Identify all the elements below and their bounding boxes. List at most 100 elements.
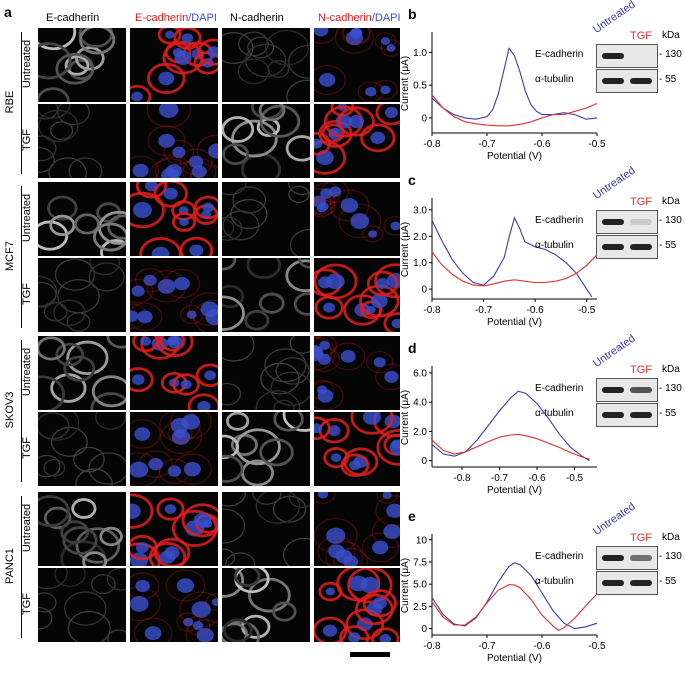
- band-untreated: [602, 412, 624, 418]
- blot-strip-tubulin: [596, 69, 658, 93]
- col-header-ncadherin: N-cadherin: [230, 12, 284, 24]
- y-tick-label: 10: [416, 535, 428, 546]
- micrograph-tile: [222, 182, 310, 256]
- series-line-tgf: [431, 251, 598, 287]
- y-tick-label: 0.5: [413, 81, 427, 92]
- y-axis-label: Current (μA): [400, 558, 411, 613]
- blot-strip-tubulin: [596, 571, 658, 595]
- y-tick-label: 1.0: [413, 258, 427, 269]
- micrograph-tile: [130, 492, 218, 566]
- micrograph-tile: [130, 104, 218, 178]
- lane-label-tgf: TGF: [630, 532, 652, 544]
- micrograph-tile: [222, 492, 310, 566]
- blot-label-tubulin: α-tubulin: [535, 240, 574, 251]
- condition-label: TGF: [21, 283, 33, 305]
- voltammogram-c: -0.8 -0.7 -0.6 -0.5 0 1.0 2.0 3.0 Potential (V) C…: [400, 198, 598, 328]
- micrograph-tile: [314, 336, 400, 410]
- condition-label: Untreated: [21, 503, 33, 553]
- micrograph-tile: [222, 336, 310, 410]
- x-tick-label: -0.8: [423, 641, 441, 652]
- blot-strip-ecadherin: [596, 378, 658, 402]
- condition-label: TGF: [21, 593, 33, 615]
- condition-label: Untreated: [21, 347, 33, 397]
- series-line-untreated: [431, 47, 598, 120]
- blot-strip-ecadherin: [596, 44, 658, 68]
- micrograph-tile: [130, 336, 218, 410]
- x-axis-label: Potential (V): [487, 485, 542, 496]
- series-line-tgf: [431, 433, 590, 460]
- x-tick-label: -0.5: [566, 473, 584, 484]
- marker-ecadherin: - 130: [659, 49, 682, 60]
- x-tick-label: -0.7: [491, 473, 509, 484]
- micrograph-tile: [314, 182, 400, 256]
- micrograph-tile: [130, 568, 218, 642]
- blot-strip-ecadherin: [596, 546, 658, 570]
- micrograph-tile: [314, 568, 400, 642]
- band-tgf: [630, 387, 652, 393]
- x-axis-label: Potential (V): [487, 317, 542, 328]
- cell-line-label: PANC1: [4, 548, 16, 584]
- micrograph-tile: [314, 412, 400, 486]
- micrograph-tile: [38, 568, 126, 642]
- lane-label-tgf: TGF: [630, 30, 652, 42]
- x-axis-label: Potential (V): [487, 653, 542, 664]
- x-tick-label: -0.6: [527, 305, 545, 316]
- band-untreated: [602, 219, 624, 225]
- band-untreated: [602, 555, 624, 561]
- micrograph-tile: [38, 28, 126, 102]
- blot-label-tubulin: α-tubulin: [535, 576, 574, 587]
- cell-line-bracket: [21, 32, 22, 174]
- voltammogram-d: -0.8 -0.7 -0.6 -0.5 0 2.0 4.0 6.0 Potential (V) C…: [400, 366, 597, 496]
- condition-label: TGF: [21, 437, 33, 459]
- micrograph-tile: [222, 28, 310, 102]
- micrograph-tile: [130, 258, 218, 332]
- panel-letter-e: e: [408, 508, 416, 524]
- y-tick-label: 6.0: [413, 368, 427, 379]
- lane-label-tgf: TGF: [630, 364, 652, 376]
- panel-letter-d: d: [408, 340, 417, 356]
- x-tick-label: -0.7: [475, 305, 493, 316]
- micrograph-tile: [38, 336, 126, 410]
- band-untreated: [602, 244, 624, 250]
- kda-label: kDa: [662, 532, 680, 543]
- micrograph-tile: [222, 258, 310, 332]
- y-tick-label: 0: [421, 285, 427, 296]
- col-header-ecadherin-dapi: E-cadherin/DAPI: [135, 12, 217, 24]
- x-tick-label: -0.8: [423, 305, 441, 316]
- marker-tubulin: - 55: [659, 408, 677, 419]
- micrograph-tile: [38, 182, 126, 256]
- cell-line-bracket: [21, 496, 22, 638]
- band-untreated: [602, 53, 624, 59]
- voltammogram-e: -0.8 -0.7 -0.6 -0.5 0 2.5 5.0 7.5 10 Potential (V…: [400, 534, 605, 664]
- band-tgf: [630, 555, 652, 561]
- y-tick-label: 5.0: [413, 580, 427, 591]
- scale-bar: [350, 652, 390, 657]
- col-header-ecadherin: E-cadherin: [46, 12, 100, 24]
- kda-label: kDa: [662, 196, 680, 207]
- blot-strip-ecadherin: [596, 210, 658, 234]
- marker-ecadherin: - 130: [659, 383, 682, 394]
- blot-label-tubulin: α-tubulin: [535, 408, 574, 419]
- x-tick-label: -0.5: [588, 641, 605, 652]
- x-tick-label: -0.5: [588, 139, 605, 150]
- series-line-untreated: [431, 216, 593, 298]
- kda-label: kDa: [662, 364, 680, 375]
- blot-label-ecadherin: E-cadherin: [535, 215, 584, 226]
- micrograph-tile: [314, 492, 400, 566]
- cell-line-label: MCF7: [4, 241, 16, 271]
- y-axis-label: Current (μA): [400, 222, 411, 277]
- x-tick-label: -0.5: [578, 305, 596, 316]
- band-tgf: [630, 244, 652, 250]
- band-untreated: [602, 387, 624, 393]
- blot-label-ecadherin: E-cadherin: [535, 383, 584, 394]
- y-tick-label: 7.5: [413, 557, 427, 568]
- micrograph-tile: [314, 104, 400, 178]
- y-tick-label: 2.0: [413, 427, 427, 438]
- micrograph-tile: [314, 28, 400, 102]
- x-tick-label: -0.6: [533, 641, 551, 652]
- condition-label: Untreated: [21, 193, 33, 243]
- kda-label: kDa: [662, 30, 680, 41]
- dapi-label-2: /DAPI: [371, 12, 401, 24]
- marker-tubulin: - 55: [659, 240, 677, 251]
- cell-line-bracket: [21, 186, 22, 328]
